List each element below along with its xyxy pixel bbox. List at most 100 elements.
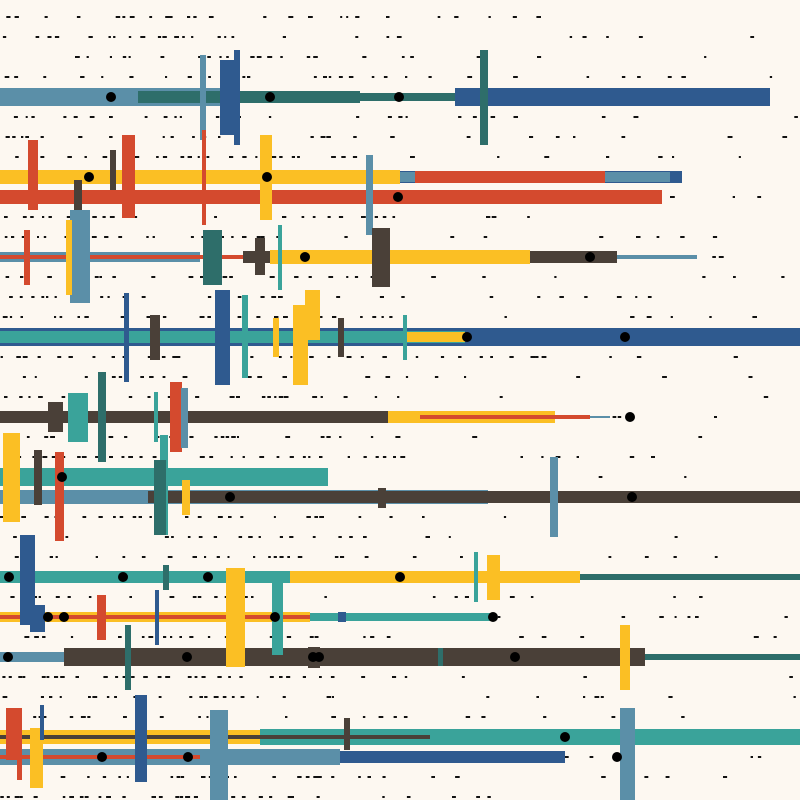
texture-dash [283,396,289,398]
vertical-bar [3,433,20,522]
texture-dash [367,776,371,778]
texture-dash [122,356,125,358]
texture-dash [273,556,277,558]
texture-dash [21,136,24,138]
texture-dash [401,56,405,58]
texture-dash [282,376,287,378]
texture-dash [793,696,796,698]
texture-dash [187,676,192,678]
texture-dash [88,36,93,38]
dot [225,492,235,502]
texture-dash [14,556,19,558]
texture-dash [405,76,408,78]
texture-dash [428,76,432,78]
texture-dash [170,136,174,138]
vertical-bar [124,293,129,382]
texture-dash [176,356,181,358]
texture-dash [644,556,649,558]
texture-dash [104,236,109,238]
texture-dash [193,796,198,798]
texture-dash [332,316,337,318]
texture-dash [328,276,334,278]
vertical-bar [210,710,228,800]
texture-dash [346,356,352,358]
texture-dash [272,776,276,778]
texture-dash [213,696,219,698]
horizontal-bar [580,574,800,580]
texture-dash [401,296,405,298]
vertical-bar [170,382,182,452]
texture-dash [472,436,478,438]
texture-dash [118,236,123,238]
texture-dash [276,456,280,458]
texture-dash [285,436,291,438]
texture-dash [22,676,26,678]
vertical-bar [338,612,346,622]
vertical-bar [30,728,43,788]
texture-dash [400,456,406,458]
texture-dash [193,16,197,18]
texture-dash [530,356,536,358]
texture-dash [225,436,230,438]
texture-dash [59,696,62,698]
texture-dash [149,516,152,518]
texture-dash [208,16,214,18]
texture-dash [0,516,4,518]
texture-dash [541,636,547,638]
texture-dash [347,456,350,458]
texture-dash [242,156,247,158]
texture-dash [47,276,52,278]
texture-dash [146,236,149,238]
texture-dash [208,76,211,78]
texture-dash [189,436,194,438]
texture-dash [106,696,110,698]
vertical-bar [234,50,240,145]
vertical-bar [135,695,147,782]
texture-dash [31,296,35,298]
texture-dash [48,216,52,218]
texture-dash [192,556,197,558]
texture-dash [128,36,132,38]
texture-dash [301,216,305,218]
texture-dash [434,376,439,378]
texture-dash [310,136,314,138]
texture-dash [68,356,73,358]
horizontal-bar [270,250,530,264]
vertical-bar [338,318,344,357]
texture-dash [644,776,649,778]
texture-dash [206,716,209,718]
texture-dash [279,676,283,678]
texture-dash [192,596,197,598]
texture-dash [782,136,788,138]
texture-dash [28,396,31,398]
texture-dash [723,776,728,778]
texture-dash [214,596,218,598]
texture-dash [633,116,639,118]
texture-dash [709,316,712,318]
texture-dash [91,236,97,238]
texture-dash [256,316,261,318]
dot [84,172,94,182]
texture-dash [331,156,336,158]
texture-dash [286,636,292,638]
dot [106,92,116,102]
texture-dash [4,396,8,398]
texture-dash [54,316,57,318]
texture-dash [111,376,116,378]
vertical-bar [110,150,116,190]
texture-dash [199,696,203,698]
texture-dash [255,156,258,158]
texture-dash [160,56,165,58]
texture-dash [498,616,501,618]
texture-dash [584,296,588,298]
texture-dash [306,516,311,518]
texture-dash [291,796,294,798]
texture-dash [77,316,80,318]
texture-dash [162,316,167,318]
texture-dash [19,296,23,298]
texture-dash [714,556,718,558]
texture-dash [164,536,169,538]
texture-dash [15,156,19,158]
texture-dash [182,36,185,38]
texture-dash [282,696,286,698]
